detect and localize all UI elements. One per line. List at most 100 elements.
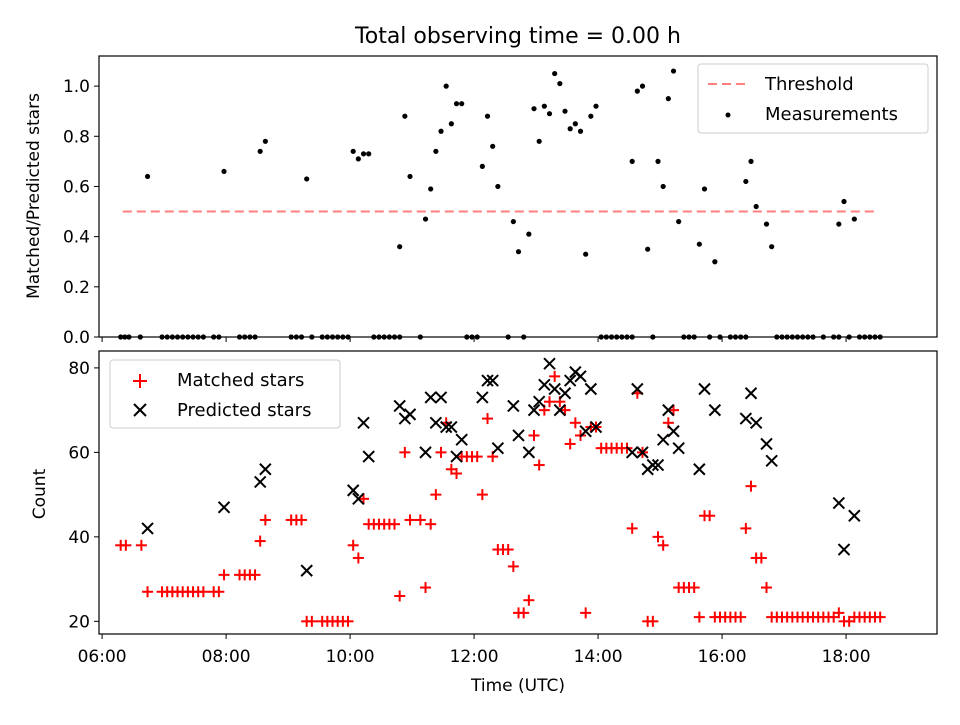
- predicted-star-marker: [491, 441, 505, 455]
- measurement-point: [304, 176, 310, 182]
- predicted-star-marker: [141, 522, 154, 535]
- matched-star-marker: [528, 429, 540, 441]
- predicted-star-stroke-b: [760, 437, 773, 451]
- bottom-y-tick-label: 60: [68, 443, 90, 463]
- legend-measurements-swatch: [725, 112, 731, 118]
- predicted-star-marker: [259, 463, 272, 476]
- predicted-star-stroke-b: [527, 403, 541, 417]
- top-y-tick-label: 0.2: [63, 278, 90, 298]
- predicted-star-marker: [548, 382, 561, 396]
- measurement-point: [531, 106, 537, 112]
- matched-star-marker: [533, 459, 545, 471]
- measurement-point: [836, 221, 842, 227]
- top-legend: Threshold Measurements: [697, 63, 929, 134]
- predicted-star-marker: [765, 454, 778, 468]
- predicted-star-marker: [636, 446, 649, 459]
- matched-star-marker: [296, 514, 308, 526]
- measurement-point: [495, 183, 501, 190]
- matched-star-marker: [507, 560, 519, 572]
- predicted-star-marker: [667, 425, 680, 438]
- measurement-point: [459, 101, 465, 107]
- predicted-star-stroke-b: [636, 446, 649, 459]
- predicted-star-stroke-b: [584, 382, 598, 396]
- measurement-point: [407, 173, 413, 180]
- predicted-star-stroke-b: [445, 420, 458, 434]
- predicted-star-marker: [584, 382, 598, 396]
- matched-star-marker: [213, 586, 225, 598]
- top-legend-box: [697, 63, 929, 134]
- predicted-star-marker: [543, 357, 556, 370]
- measurement-point: [639, 83, 646, 89]
- measurement-point: [557, 80, 563, 87]
- predicted-star-stroke-b: [300, 564, 313, 577]
- x-tick-label: 08:00: [202, 647, 251, 667]
- predicted-star-stroke-b: [651, 458, 665, 472]
- predicted-star-marker: [346, 484, 360, 497]
- measurement-point: [144, 173, 151, 180]
- matched-star-marker: [657, 539, 669, 551]
- predicted-star-stroke-b: [455, 433, 468, 446]
- predicted-star-marker: [538, 378, 551, 391]
- predicted-star-marker: [848, 509, 861, 522]
- matched-star-marker: [254, 535, 266, 547]
- predicted-star-stroke-b: [672, 441, 685, 455]
- measurement-point: [748, 158, 754, 164]
- measurement-point: [433, 148, 439, 154]
- measurement-point: [257, 148, 263, 154]
- predicted-star-stroke-b: [543, 357, 556, 370]
- predicted-star-marker: [579, 425, 592, 438]
- top-y-tick-label: 0.6: [63, 177, 90, 197]
- matched-star-marker: [414, 514, 426, 526]
- x-tick-label: 14:00: [574, 647, 623, 667]
- measurement-point: [743, 178, 749, 185]
- predicted-star-stroke-b: [424, 391, 437, 404]
- bottom-axes-frame: [98, 350, 938, 635]
- predicted-star-marker: [532, 395, 546, 408]
- predicted-star-stroke-b: [217, 501, 231, 514]
- predicted-star-stroke-b: [352, 492, 365, 506]
- legend-matched-label: Matched stars: [177, 370, 304, 391]
- top-y-tick-label: 0.4: [63, 228, 90, 248]
- predicted-star-marker: [744, 387, 758, 400]
- predicted-star-marker: [698, 382, 711, 396]
- matched-star-marker: [435, 446, 447, 458]
- top-y-tick-label: 0.8: [63, 127, 90, 147]
- predicted-star-marker: [507, 399, 520, 413]
- matched-star-marker: [626, 522, 638, 534]
- bottom-y-axis-label: Count: [30, 468, 50, 519]
- legend-threshold-label: Threshold: [764, 74, 854, 95]
- measurement-point: [541, 103, 547, 109]
- matched-star-marker: [249, 569, 261, 581]
- predicted-star-marker: [217, 501, 231, 514]
- x-tick-label: 16:00: [698, 647, 747, 667]
- predicted-star-marker: [253, 475, 267, 489]
- measurement-point: [629, 158, 635, 164]
- x-tick-label: 12:00: [450, 647, 499, 667]
- measurement-point: [490, 143, 496, 149]
- measurement-point: [402, 113, 408, 119]
- predicted-star-marker: [424, 391, 437, 404]
- bottom-legend-box: [109, 359, 341, 429]
- measurement-point: [221, 168, 227, 175]
- predicted-star-marker: [553, 403, 567, 417]
- matched-star-marker: [342, 615, 354, 627]
- predicted-star-stroke-b: [749, 416, 763, 430]
- matched-star-marker: [404, 514, 416, 526]
- predicted-star-stroke-b: [563, 374, 577, 387]
- predicted-star-stroke-b: [765, 454, 778, 468]
- predicted-star-marker: [352, 492, 365, 506]
- matched-star-marker: [135, 539, 147, 551]
- predicted-star-marker: [527, 403, 541, 417]
- predicted-star-marker: [739, 412, 753, 425]
- bottom-legend: Matched stars Predicted stars: [109, 359, 341, 429]
- predicted-star-marker: [574, 370, 587, 383]
- measurement-point: [262, 138, 268, 144]
- predicted-star-marker: [445, 420, 458, 434]
- measurement-point: [769, 244, 775, 250]
- predicted-star-stroke-b: [553, 403, 567, 417]
- x-tick-label: 10:00: [326, 647, 375, 667]
- predicted-star-stroke-b: [698, 382, 711, 396]
- matched-star-marker: [693, 611, 705, 623]
- predicted-star-stroke-b: [507, 399, 520, 413]
- predicted-star-stroke-b: [450, 450, 463, 463]
